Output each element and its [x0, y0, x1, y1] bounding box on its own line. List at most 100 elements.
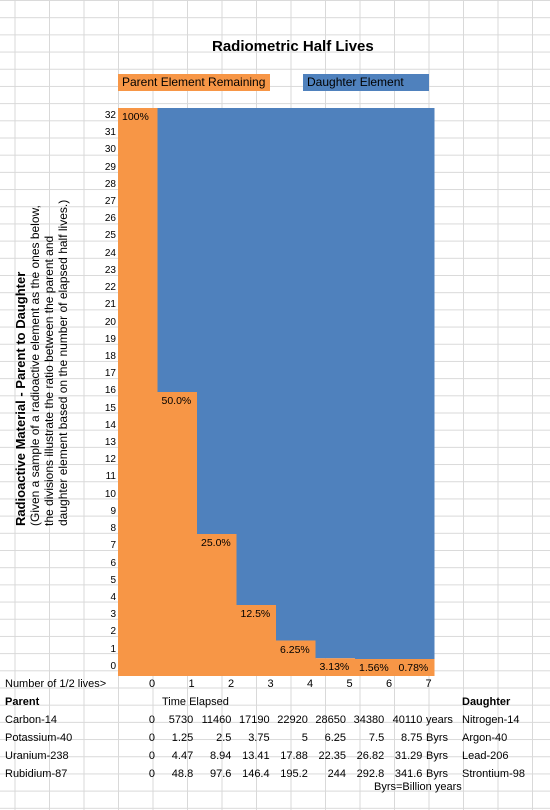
row-daughter-2: Lead-206 [462, 750, 509, 762]
footnote: Byrs=Billion years [374, 781, 462, 793]
y-tick-17: 17 [104, 368, 116, 380]
row-2-value-7: 31.29 [394, 750, 423, 762]
y-tick-29: 29 [104, 161, 116, 173]
row-0-value-6: 34380 [353, 714, 385, 726]
row-1-value-7: 8.75 [400, 732, 423, 744]
data-label-0: 100% [122, 111, 149, 123]
row-0-value-2: 11460 [201, 714, 232, 726]
data-label-6: 1.56% [359, 662, 389, 674]
row-2-value-1: 4.47 [171, 750, 194, 762]
data-label-1: 50.0% [161, 395, 192, 407]
row-daughter-0: Nitrogen-14 [462, 714, 520, 726]
legend-parent: Parent Element Remaining [118, 74, 270, 91]
y-tick-6: 6 [110, 557, 116, 569]
y-tick-9: 9 [110, 505, 116, 517]
y-tick-30: 30 [104, 144, 116, 156]
row-daughter-1: Argon-40 [462, 732, 508, 744]
row-2-value-6: 26.82 [356, 750, 385, 762]
bar-daughter-1 [157, 108, 198, 392]
row-1-value-2: 2.5 [216, 732, 232, 744]
x-tick-1: 1 [188, 678, 195, 690]
x-tick-4: 4 [306, 678, 314, 690]
y-tick-31: 31 [104, 127, 116, 139]
bar-parent-5 [315, 658, 356, 676]
y-tick-27: 27 [104, 196, 116, 208]
y-tick-16: 16 [104, 385, 116, 397]
bar-parent-2 [197, 534, 237, 676]
row-unit-2: Byrs [426, 750, 448, 762]
y-tick-14: 14 [104, 419, 116, 431]
y-tick-1: 1 [110, 643, 116, 655]
x-tick-3: 3 [267, 678, 274, 690]
y-tick-23: 23 [104, 264, 116, 276]
x-tick-7: 7 [425, 678, 432, 690]
row-3-value-6: 292.8 [356, 768, 385, 780]
bar-parent-4 [276, 640, 316, 676]
chart-title: Radiometric Half Lives [212, 38, 374, 55]
x-axis-label: Number of 1/2 lives> [5, 678, 107, 690]
bar-parent-3 [236, 605, 277, 676]
row-parent-0: Carbon-14 [5, 714, 57, 726]
x-tick-0: 0 [148, 678, 156, 690]
row-3-value-3: 146.4 [242, 768, 270, 780]
y-tick-22: 22 [104, 282, 116, 294]
time-elapsed-header: Time Elapsed [162, 696, 229, 708]
row-unit-1: Byrs [426, 732, 448, 744]
bar-parent-1 [157, 392, 198, 676]
row-2-value-5: 22.35 [318, 750, 346, 762]
row-0-value-1: 5730 [168, 714, 194, 726]
row-3-value-7: 341.6 [394, 768, 423, 780]
row-unit-3: Byrs [426, 768, 448, 780]
row-3-value-0: 0 [148, 768, 155, 780]
y-tick-2: 2 [110, 626, 116, 638]
y-tick-10: 10 [104, 488, 116, 500]
y-tick-11: 11 [105, 471, 116, 483]
row-2-value-2: 8.94 [209, 750, 232, 762]
y-tick-20: 20 [104, 316, 116, 328]
legend-parent-label: Parent Element Remaining [122, 75, 266, 89]
legend-daughter: Daughter Element [303, 74, 429, 91]
daughter-header: Daughter [462, 696, 511, 708]
y-tick-32: 32 [104, 110, 116, 121]
bar-daughter-7 [394, 108, 435, 659]
data-label-4: 6.25% [280, 643, 310, 656]
row-3-value-5: 244 [327, 768, 346, 780]
row-0-value-0: 0 [148, 714, 155, 726]
y-tick-26: 26 [104, 213, 116, 225]
parent-header: Parent [5, 696, 40, 708]
row-2-value-0: 0 [148, 750, 155, 762]
y-tick-3: 3 [110, 609, 116, 621]
y-tick-25: 25 [104, 230, 116, 242]
bar-daughter-5 [315, 108, 356, 659]
y-tick-13: 13 [104, 437, 116, 449]
bar-daughter-2 [197, 108, 237, 534]
y-tick-7: 7 [110, 540, 116, 552]
row-3-value-4: 195.2 [280, 768, 308, 780]
x-tick-2: 2 [227, 678, 235, 690]
row-2-value-3: 13.41 [242, 750, 270, 762]
row-parent-3: Rubidium-87 [5, 768, 68, 780]
row-2-value-4: 17.88 [280, 750, 308, 762]
x-tick-6: 6 [385, 678, 393, 690]
data-label-3: 12.5% [240, 608, 271, 620]
y-tick-12: 12 [104, 454, 116, 466]
bar-parent-6 [355, 659, 395, 676]
row-daughter-3: Strontium-98 [462, 768, 525, 780]
y-tick-18: 18 [104, 350, 116, 362]
y-tick-4: 4 [110, 591, 116, 603]
y-tick-5: 5 [110, 574, 116, 586]
row-0-value-3: 17190 [239, 714, 270, 726]
row-unit-0: years [426, 714, 453, 726]
y-tick-15: 15 [104, 402, 116, 414]
x-tick-5: 5 [346, 678, 353, 690]
row-1-value-4: 5 [301, 732, 308, 744]
data-label-7: 0.78% [398, 662, 429, 674]
row-1-value-3: 3.75 [248, 732, 270, 744]
row-1-value-5: 6.25 [324, 732, 346, 744]
row-1-value-0: 0 [148, 732, 155, 744]
bar-daughter-4 [276, 108, 316, 641]
bar-parent-7 [394, 659, 435, 676]
data-label-2: 25.0% [201, 537, 231, 549]
y-tick-19: 19 [104, 333, 116, 345]
